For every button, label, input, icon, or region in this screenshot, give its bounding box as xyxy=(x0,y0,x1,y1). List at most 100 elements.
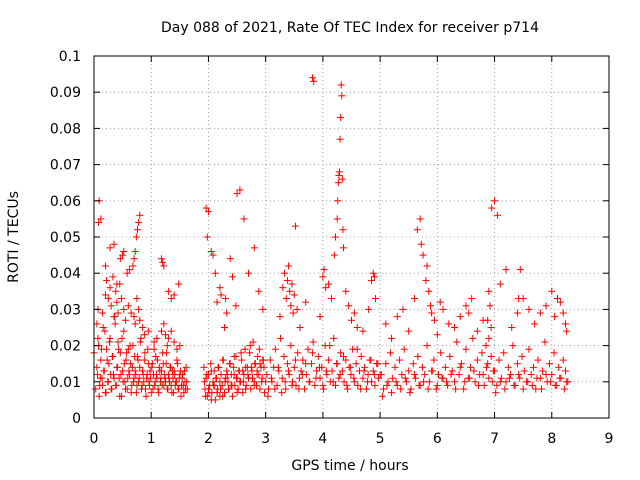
data-point xyxy=(527,371,535,379)
data-point xyxy=(249,338,257,346)
data-point xyxy=(331,381,339,389)
data-point xyxy=(562,367,570,375)
data-point xyxy=(453,338,461,346)
x-tick-label: 8 xyxy=(547,431,556,447)
data-point xyxy=(290,363,298,371)
data-point xyxy=(342,356,350,364)
data-point xyxy=(117,371,125,379)
data-point xyxy=(121,316,129,324)
data-point xyxy=(109,371,117,379)
data-point xyxy=(441,363,449,371)
data-point xyxy=(513,309,521,317)
data-point xyxy=(447,371,455,379)
data-point xyxy=(167,363,175,371)
data-point xyxy=(107,302,115,310)
data-point xyxy=(129,342,137,350)
data-point xyxy=(172,378,180,386)
data-point xyxy=(250,381,258,389)
data-point xyxy=(101,327,109,335)
data-point xyxy=(142,385,149,393)
data-point xyxy=(371,381,379,389)
data-point xyxy=(439,305,447,313)
data-point xyxy=(282,295,290,303)
data-point xyxy=(164,287,172,295)
data-point xyxy=(302,298,310,306)
data-point xyxy=(402,378,410,386)
data-point xyxy=(236,378,244,386)
data-point xyxy=(550,349,558,357)
data-point xyxy=(103,356,111,364)
data-point xyxy=(475,381,483,389)
data-point xyxy=(122,356,130,364)
data-point xyxy=(259,356,267,364)
data-point xyxy=(238,356,246,364)
data-point xyxy=(433,331,441,339)
data-point xyxy=(504,363,512,371)
data-point xyxy=(338,175,346,183)
data-point xyxy=(258,378,266,386)
data-point xyxy=(93,320,101,328)
data-point xyxy=(333,360,341,368)
data-point xyxy=(223,309,231,317)
data-point xyxy=(405,367,413,375)
data-point xyxy=(214,363,222,371)
data-point xyxy=(286,287,294,295)
x-tick-label: 6 xyxy=(433,431,442,447)
data-point xyxy=(245,374,252,382)
data-point xyxy=(350,374,358,382)
data-point xyxy=(353,345,361,353)
data-point xyxy=(325,280,333,288)
data-point xyxy=(104,378,112,386)
data-point xyxy=(309,74,317,82)
data-point xyxy=(288,381,296,389)
data-point xyxy=(312,374,320,382)
data-point xyxy=(132,371,140,379)
chart-title: Day 088 of 2021, Rate Of TEC Index for r… xyxy=(161,20,539,36)
data-point xyxy=(245,269,252,277)
data-point xyxy=(510,381,518,389)
data-point xyxy=(350,378,358,386)
data-point xyxy=(130,313,138,321)
data-point xyxy=(230,371,238,379)
data-point xyxy=(278,389,286,397)
data-point xyxy=(436,298,444,306)
data-point xyxy=(290,291,298,299)
y-axis-label: ROTI / TECUs xyxy=(6,191,22,283)
data-point xyxy=(216,385,224,393)
data-point xyxy=(135,305,143,313)
y-tick-label: 0.09 xyxy=(50,85,81,101)
data-point xyxy=(217,291,225,299)
data-point xyxy=(433,381,441,389)
data-point xyxy=(414,352,422,360)
data-point xyxy=(200,378,208,386)
data-point xyxy=(451,378,458,386)
data-point xyxy=(555,363,563,371)
data-point xyxy=(113,280,121,288)
data-point xyxy=(271,345,279,353)
x-tick-label: 0 xyxy=(90,431,99,447)
data-point xyxy=(166,378,174,386)
y-tick-labels: 0 0.01 0.02 0.03 0.04 0.05 0.06 0.07 0.08 0.09 0.1 xyxy=(50,49,81,427)
data-point xyxy=(334,179,342,187)
data-point xyxy=(103,276,111,284)
data-point xyxy=(320,266,328,274)
data-point xyxy=(541,338,549,346)
data-point xyxy=(118,334,126,342)
y-tick-label: 0.04 xyxy=(50,266,81,282)
data-point xyxy=(150,338,158,346)
data-point xyxy=(119,367,127,375)
data-point xyxy=(455,371,463,379)
data-point xyxy=(446,352,454,360)
data-point xyxy=(347,371,355,379)
data-point xyxy=(255,287,263,295)
data-point xyxy=(417,240,425,248)
data-point xyxy=(142,392,150,400)
data-point xyxy=(233,389,241,397)
data-point xyxy=(116,255,124,263)
data-point xyxy=(513,360,521,368)
data-point xyxy=(120,360,128,368)
data-point xyxy=(335,171,343,179)
data-point xyxy=(493,381,501,389)
data-point xyxy=(491,367,499,375)
data-point xyxy=(336,135,344,143)
